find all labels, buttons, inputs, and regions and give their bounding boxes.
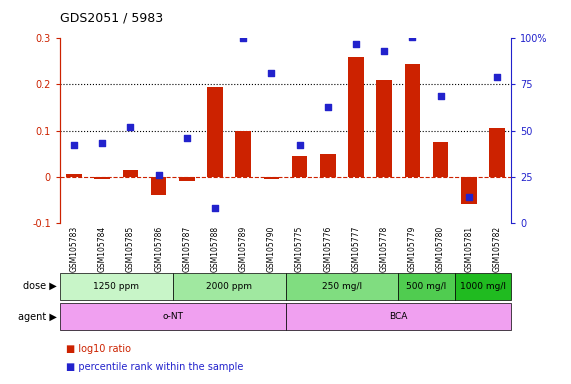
Point [267, 70, 276, 76]
Bar [235, 131, 251, 177]
Bar [179, 177, 195, 181]
Point [408, 33, 417, 40]
Point [211, 205, 220, 211]
Point [351, 41, 360, 47]
Bar [292, 156, 307, 177]
Text: 1000 mg/l: 1000 mg/l [460, 281, 506, 291]
Point [380, 48, 389, 55]
Point [70, 142, 79, 148]
Text: 2000 ppm: 2000 ppm [206, 281, 252, 291]
Text: 500 mg/l: 500 mg/l [407, 281, 447, 291]
Bar [94, 177, 110, 179]
Bar [489, 128, 505, 177]
Text: dose ▶: dose ▶ [23, 281, 57, 291]
Bar [264, 177, 279, 179]
Text: ■ percentile rank within the sample: ■ percentile rank within the sample [66, 362, 243, 372]
Bar [376, 80, 392, 177]
Bar [207, 87, 223, 177]
Bar [151, 177, 166, 195]
Bar [405, 64, 420, 177]
Point [154, 172, 163, 178]
Point [436, 93, 445, 99]
Text: GDS2051 / 5983: GDS2051 / 5983 [60, 12, 163, 25]
Bar [348, 57, 364, 177]
Bar [461, 177, 477, 204]
Bar [123, 170, 138, 177]
Point [464, 194, 473, 200]
Bar [66, 174, 82, 177]
Point [323, 104, 332, 110]
Point [126, 124, 135, 130]
Text: 1250 ppm: 1250 ppm [93, 281, 139, 291]
Point [98, 141, 107, 147]
Text: BCA: BCA [389, 312, 408, 321]
Point [295, 142, 304, 148]
Text: 250 mg/l: 250 mg/l [322, 281, 362, 291]
Bar [433, 142, 448, 177]
Point [492, 74, 501, 80]
Text: agent ▶: agent ▶ [18, 312, 57, 322]
Bar [320, 154, 336, 177]
Point [239, 35, 248, 41]
Text: ■ log10 ratio: ■ log10 ratio [66, 344, 131, 354]
Point [182, 135, 191, 141]
Text: o-NT: o-NT [162, 312, 183, 321]
